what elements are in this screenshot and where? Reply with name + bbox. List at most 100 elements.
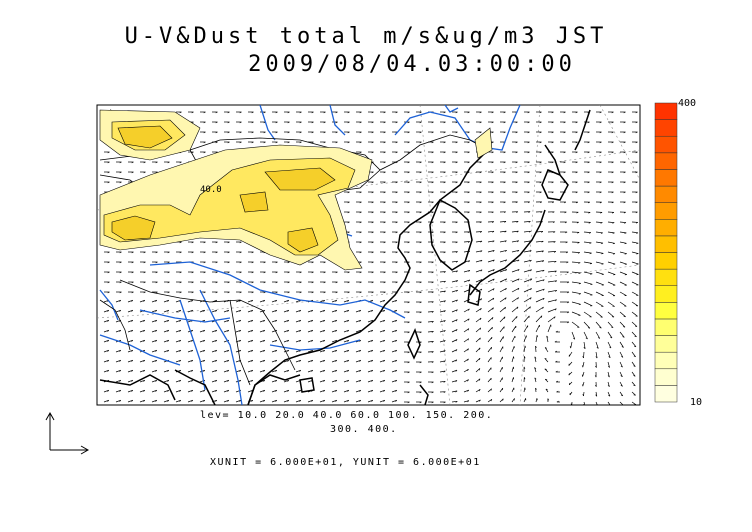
river-lena (444, 105, 459, 113)
wind-vector-head (383, 370, 386, 372)
wind-vector-head (215, 390, 218, 392)
wind-vector-head (131, 281, 134, 284)
wind-vector (511, 306, 519, 313)
wind-vector-head (383, 320, 386, 322)
wind-vector-head (431, 201, 434, 204)
wind-vector (595, 341, 599, 349)
wind-vector-head (335, 350, 338, 352)
wind-vector (547, 260, 557, 263)
wind-vector (499, 240, 507, 243)
wind-vector-head (263, 310, 266, 312)
wind-vector (511, 398, 515, 403)
wind-vector (475, 337, 481, 343)
wind-vector (619, 311, 626, 318)
wind-vector-head (528, 221, 531, 223)
wind-vector (355, 359, 361, 363)
wind-vector-head (492, 269, 495, 272)
wind-vector-head (407, 281, 410, 284)
wind-vector-head (251, 370, 254, 372)
wind-vector (487, 326, 493, 333)
wind-vector (499, 259, 507, 263)
wind-vector-head (287, 291, 290, 294)
wind-vector-head (275, 271, 278, 274)
wind-vector (571, 261, 581, 264)
wind-vector-head (395, 380, 398, 382)
wind-vector (439, 320, 446, 323)
wind-vector-head (492, 250, 495, 253)
wind-vector-head (371, 400, 374, 402)
wind-vector-head (431, 381, 434, 384)
wind-vector-head (578, 272, 581, 274)
wind-vector-head (431, 191, 434, 194)
wind-vector-head (589, 263, 592, 265)
wind-vector (367, 379, 373, 383)
wind-vector-head (203, 340, 206, 342)
wind-vector (295, 339, 301, 343)
wind-vector-head (287, 390, 290, 392)
wind-vector-head (407, 381, 410, 384)
wind-vector-head (479, 211, 482, 214)
wind-vector (475, 259, 483, 263)
wind-vector-head (275, 141, 278, 144)
wind-vector-head (251, 281, 254, 284)
wind-vector-head (299, 121, 302, 124)
wind-vector-head (227, 271, 230, 274)
river-salween (179, 299, 206, 391)
wind-vector-head (251, 131, 254, 134)
wind-vector-head (546, 335, 549, 338)
wind-vector-head (143, 300, 146, 302)
coast-taiwan (407, 327, 421, 360)
wind-vector-head (131, 300, 134, 302)
wind-vector (367, 359, 373, 363)
wind-vector-head (227, 380, 230, 382)
wind-vector (103, 359, 109, 363)
wind-vector-head (383, 191, 386, 194)
wind-vector-head (407, 291, 410, 294)
wind-vector-head (578, 262, 581, 264)
wind-vector (547, 299, 557, 303)
wind-vector-head (455, 111, 458, 114)
wind-vector-head (539, 201, 542, 204)
wind-vector-head (227, 111, 230, 114)
wind-vector-head (287, 310, 290, 312)
wind-vector (511, 366, 514, 373)
wind-vector-head (263, 390, 266, 392)
wind-vector-head (215, 131, 218, 134)
wind-vector (319, 329, 325, 333)
wind-vector-head (383, 330, 386, 332)
wind-vector-head (239, 251, 242, 254)
wind-vector (463, 241, 470, 243)
wind-vector-head (371, 181, 374, 184)
wind-vector-head (479, 327, 481, 330)
wind-vector-head (227, 330, 230, 332)
wind-vector-head (383, 310, 386, 312)
wind-vector (631, 341, 637, 348)
wind-vector (499, 387, 504, 393)
wind-vector-head (431, 231, 434, 234)
wind-vector (595, 311, 603, 318)
wind-vector-head (419, 391, 422, 394)
wind-vector-head (251, 400, 254, 402)
wind-vector (307, 369, 313, 373)
wind-vector (367, 349, 373, 353)
wind-vector (223, 329, 229, 333)
wind-vector (535, 324, 540, 333)
wind-vector-head (443, 401, 446, 404)
wind-vector (355, 379, 361, 383)
wind-vector-head (491, 171, 494, 174)
wind-vector (619, 401, 624, 405)
wind-vector (607, 221, 615, 223)
wind-vector-head (251, 340, 254, 342)
wind-vector (271, 329, 277, 333)
wind-vector-head (359, 201, 362, 204)
wind-vector-head (407, 161, 410, 164)
wind-vector-head (599, 161, 602, 164)
wind-vector (583, 351, 585, 359)
wind-vector (463, 358, 469, 363)
wind-vector (534, 356, 537, 363)
wind-vector (127, 309, 133, 313)
wind-vector-head (443, 241, 446, 244)
wind-vector-head (179, 320, 182, 322)
wind-vector-head (587, 181, 590, 184)
wind-vector-head (504, 240, 507, 243)
